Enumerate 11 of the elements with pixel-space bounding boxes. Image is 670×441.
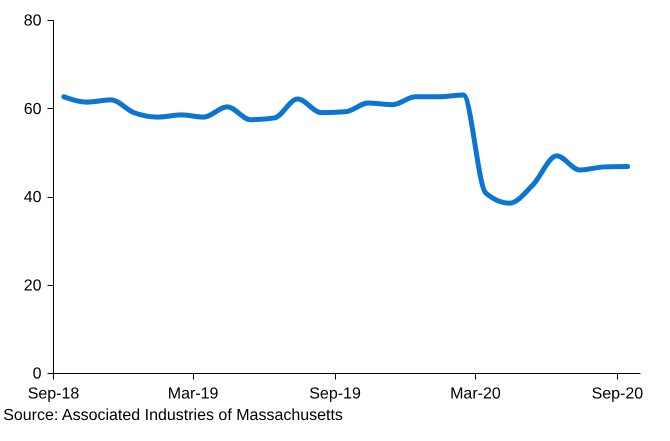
source-note: Source: Associated Industries of Massachusetts	[3, 407, 343, 424]
y-tick-label: 60	[24, 100, 42, 118]
x-tick-label: Mar-19	[168, 386, 219, 402]
x-tick-label: Sep-18	[28, 386, 80, 402]
y-tick-label: 80	[24, 12, 42, 30]
y-tick-label: 0	[32, 366, 42, 382]
x-tick-label: Mar-20	[450, 386, 501, 402]
y-tick-label: 20	[24, 277, 42, 294]
x-tick-label: Sep-20	[592, 386, 644, 402]
y-tick-label: 40	[24, 189, 42, 206]
x-tick-label: Sep-19	[309, 386, 361, 402]
